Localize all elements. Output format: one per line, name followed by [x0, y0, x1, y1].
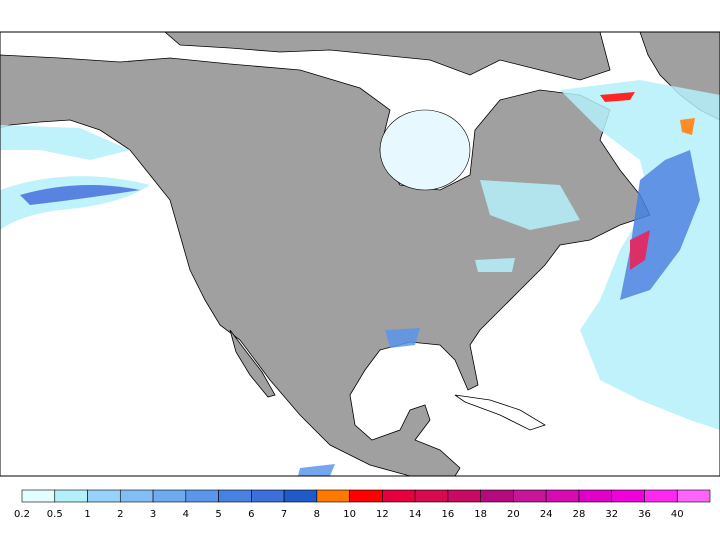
baja-peninsula	[229, 329, 276, 398]
colorbar-box	[611, 489, 645, 503]
colorbar-label: 16	[442, 509, 455, 520]
precip-area	[480, 180, 580, 230]
colorbar-label: 2	[117, 509, 123, 520]
precip-area	[385, 328, 420, 348]
colorbar-box	[251, 489, 285, 503]
colorbar-box	[676, 489, 711, 503]
colorbar-label: 3	[150, 509, 156, 520]
precip-area	[298, 464, 335, 476]
precip-area	[630, 230, 650, 270]
colorbar-box	[119, 489, 154, 503]
cuba	[454, 394, 546, 431]
precip-area	[20, 185, 140, 205]
colorbar-label: 18	[474, 509, 487, 520]
colorbar-label: 40	[671, 509, 684, 520]
colorbar-box	[21, 489, 56, 503]
colorbar-label: 12	[376, 509, 389, 520]
precipitation-patches	[0, 80, 720, 476]
colorbar-box	[54, 489, 88, 503]
colorbar-box	[414, 489, 449, 503]
map-panel	[0, 31, 720, 477]
colorbar-box	[545, 489, 580, 503]
colorbar-box	[513, 489, 547, 503]
colorbar-box	[382, 489, 416, 503]
colorbar-label: 6	[248, 509, 254, 520]
colorbar-label: 0.2	[14, 509, 30, 520]
land	[0, 54, 651, 477]
arctic-islands	[163, 31, 611, 81]
colorbar-box	[283, 489, 318, 503]
colorbar-box	[87, 489, 121, 503]
colorbar: 0.2 0.5 1 2 3 4 5 6 7 8 10 12 14 16 18 20 24 28 32 36 40	[14, 489, 711, 520]
map-frame	[0, 31, 720, 477]
colorbar-label: 8	[314, 509, 320, 520]
colorbar-label: 32	[605, 509, 618, 520]
precip-area	[680, 118, 695, 135]
colorbar-label: 1	[84, 509, 90, 520]
hudson-bay	[379, 109, 471, 191]
colorbar-label: 10	[343, 509, 356, 520]
colorbar-label: 14	[409, 509, 422, 520]
precip-area	[475, 258, 515, 272]
colorbar-box	[349, 489, 383, 503]
colorbar-label: 0.5	[47, 509, 63, 520]
colorbar-label: 4	[183, 509, 189, 520]
colorbar-box	[578, 489, 613, 503]
colorbar-box	[480, 489, 514, 503]
colorbar-box	[185, 489, 219, 503]
colorbar-label: 20	[507, 509, 520, 520]
colorbar-box	[316, 489, 350, 503]
colorbar-label: 24	[540, 509, 553, 520]
colorbar-label: 36	[638, 509, 651, 520]
colorbar-box	[218, 489, 252, 503]
precip-area	[0, 125, 130, 160]
precip-area	[600, 92, 635, 102]
colorbar-label: 5	[215, 509, 221, 520]
colorbar-box	[447, 489, 481, 503]
colorbar-label: 7	[281, 509, 287, 520]
colorbar-label: 28	[573, 509, 586, 520]
colorbar-box	[644, 489, 678, 503]
colorbar-box	[152, 489, 187, 503]
